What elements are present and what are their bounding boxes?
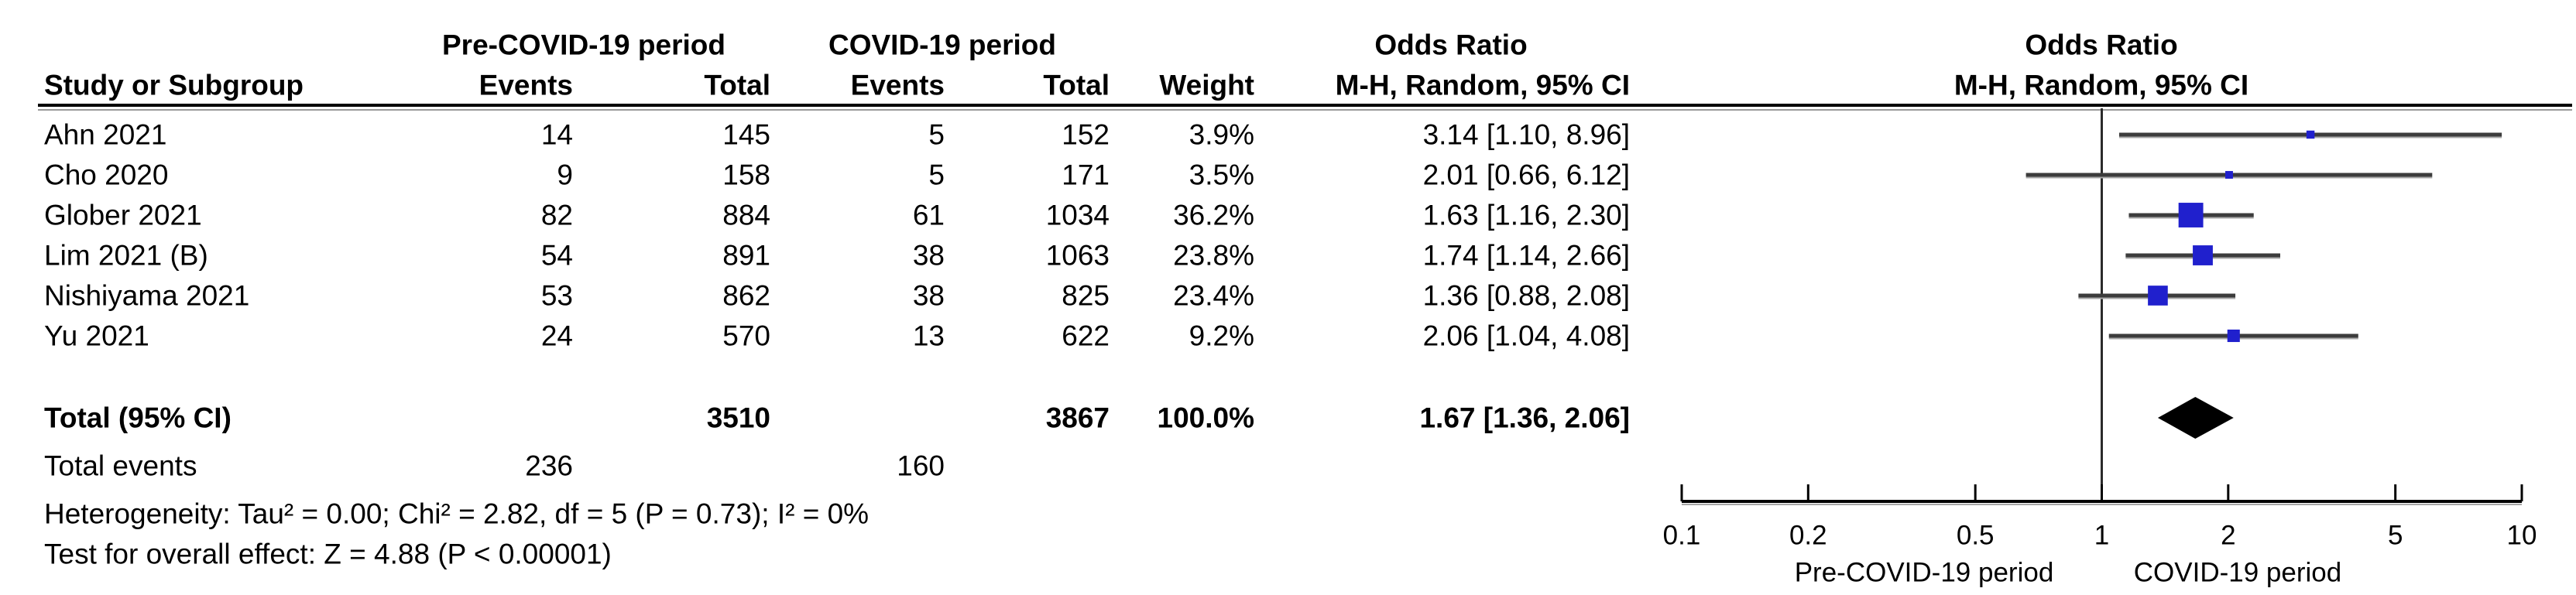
pre-total-value: 158 xyxy=(722,159,770,191)
favours-right-label: COVID-19 period xyxy=(2133,557,2342,588)
covid-total-value: 1063 xyxy=(1045,239,1110,272)
weight-value: 3.5% xyxy=(1189,159,1254,191)
or-ci-value: 1.74 [1.14, 2.66] xyxy=(1422,239,1630,272)
effect-square xyxy=(2227,329,2240,343)
or-ci-value: 1.36 [0.88, 2.08] xyxy=(1422,279,1630,312)
study-name: Nishiyama 2021 xyxy=(44,279,250,312)
x-axis-shadow xyxy=(1682,504,2522,505)
study-column-header: Study or Subgroup xyxy=(44,69,304,101)
weight-column-header: Weight xyxy=(1159,69,1254,101)
total-covid-total: 3867 xyxy=(1045,402,1110,434)
pre-total-value: 145 xyxy=(722,118,770,151)
covid-group-header: COVID-19 period xyxy=(828,29,1056,61)
forest-plot-canvas xyxy=(1680,108,2523,505)
total-row-label: Total (95% CI) xyxy=(44,402,232,434)
x-axis-tick-label: 1 xyxy=(2094,520,2110,551)
weight-value: 23.8% xyxy=(1173,239,1254,272)
effect-square xyxy=(2225,171,2233,179)
x-axis-tick-label: 0.1 xyxy=(1662,520,1701,551)
x-axis-tick-label: 10 xyxy=(2506,520,2537,551)
x-axis-tick-label: 2 xyxy=(2221,520,2236,551)
total-pre-total: 3510 xyxy=(706,402,770,434)
covid-events-value: 5 xyxy=(928,118,945,151)
covid-events-column-header: Events xyxy=(850,69,945,101)
or-method-plot-header: M-H, Random, 95% CI xyxy=(1953,69,2249,101)
study-name: Ahn 2021 xyxy=(44,118,167,151)
heterogeneity-text: Heterogeneity: Tau² = 0.00; Chi² = 2.82,… xyxy=(44,498,870,530)
or-method-column-header: M-H, Random, 95% CI xyxy=(1335,69,1630,101)
or-ci-value: 2.01 [0.66, 6.12] xyxy=(1422,159,1630,191)
or-ci-value: 3.14 [1.10, 8.96] xyxy=(1422,118,1630,151)
total-or-ci: 1.67 [1.36, 2.06] xyxy=(1419,402,1630,434)
or-ci-value: 1.63 [1.16, 2.30] xyxy=(1422,199,1630,231)
covid-events-value: 61 xyxy=(912,199,945,231)
covid-total-value: 1034 xyxy=(1045,199,1110,231)
study-name: Yu 2021 xyxy=(44,320,149,352)
weight-value: 9.2% xyxy=(1189,320,1254,352)
covid-events-value: 5 xyxy=(928,159,945,191)
x-axis-tick xyxy=(2394,484,2397,501)
study-name: Glober 2021 xyxy=(44,199,202,231)
covid-total-value: 622 xyxy=(1062,320,1110,352)
pre-events-value: 82 xyxy=(540,199,573,231)
weight-value: 3.9% xyxy=(1189,118,1254,151)
effect-square xyxy=(2306,130,2315,139)
study-name: Cho 2020 xyxy=(44,159,169,191)
x-axis-tick-label: 5 xyxy=(2387,520,2403,551)
x-axis-tick xyxy=(2227,484,2230,501)
x-axis-tick xyxy=(1806,484,1809,501)
weight-value: 23.4% xyxy=(1173,279,1254,312)
pre-total-column-header: Total xyxy=(704,69,770,101)
x-axis-tick xyxy=(1680,484,1683,501)
covid-events-value: 38 xyxy=(912,239,945,272)
pre-total-value: 891 xyxy=(722,239,770,272)
pre-covid-group-header: Pre-COVID-19 period xyxy=(442,29,725,61)
effect-square xyxy=(2193,245,2213,265)
pre-events-value: 9 xyxy=(557,159,573,191)
pre-events-value: 14 xyxy=(540,118,573,151)
x-axis-tick xyxy=(1974,484,1977,501)
pre-events-value: 54 xyxy=(540,239,573,272)
effect-square xyxy=(2148,286,2168,306)
odds-ratio-plot-header: Odds Ratio xyxy=(2025,29,2178,61)
effect-square xyxy=(2178,203,2204,227)
covid-total-value: 171 xyxy=(1062,159,1110,191)
covid-events-value: 13 xyxy=(912,320,945,352)
pre-events-value: 24 xyxy=(540,320,573,352)
pre-total-value: 570 xyxy=(722,320,770,352)
x-axis-tick-label: 0.5 xyxy=(1956,520,1995,551)
pre-events-column-header: Events xyxy=(478,69,573,101)
x-axis-tick-label: 0.2 xyxy=(1789,520,1827,551)
weight-value: 36.2% xyxy=(1173,199,1254,231)
total-events-covid: 160 xyxy=(897,450,945,482)
null-effect-line xyxy=(2101,108,2103,501)
covid-total-value: 152 xyxy=(1062,118,1110,151)
header-rule xyxy=(38,104,2572,107)
pre-total-value: 862 xyxy=(722,279,770,312)
covid-total-column-header: Total xyxy=(1043,69,1110,101)
total-events-label: Total events xyxy=(44,450,197,482)
total-events-pre: 236 xyxy=(525,450,573,482)
header-rule-shadow xyxy=(38,109,2572,111)
pre-events-value: 53 xyxy=(540,279,573,312)
favours-left-label: Pre-COVID-19 period xyxy=(1794,557,2054,588)
odds-ratio-column-header: Odds Ratio xyxy=(1374,29,1528,61)
x-axis-tick xyxy=(2101,484,2103,501)
study-name: Lim 2021 (B) xyxy=(44,239,208,272)
or-ci-value: 2.06 [1.04, 4.08] xyxy=(1422,320,1630,352)
x-axis-tick xyxy=(2520,484,2523,501)
pre-total-value: 884 xyxy=(722,199,770,231)
covid-total-value: 825 xyxy=(1062,279,1110,312)
covid-events-value: 38 xyxy=(912,279,945,312)
total-weight: 100.0% xyxy=(1157,402,1255,434)
pooled-diamond xyxy=(2157,397,2234,439)
overall-effect-text: Test for overall effect: Z = 4.88 (P < 0… xyxy=(44,538,612,570)
